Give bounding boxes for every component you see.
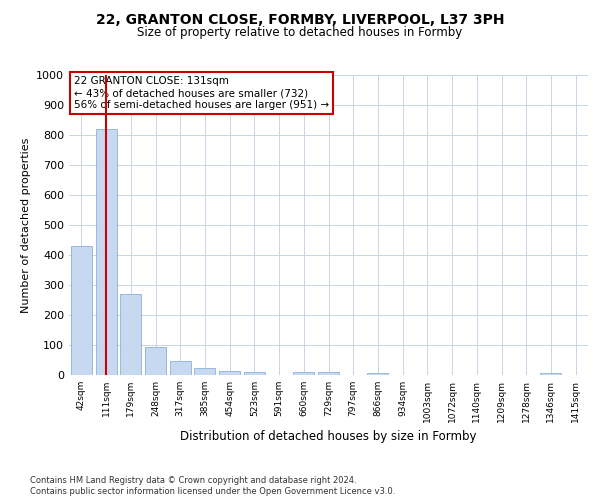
Text: Size of property relative to detached houses in Formby: Size of property relative to detached ho… [137,26,463,39]
Bar [541,372,562,375]
Y-axis label: Number of detached properties: Number of detached properties [20,138,31,312]
Bar [194,368,215,375]
Text: Contains HM Land Registry data © Crown copyright and database right 2024.: Contains HM Land Registry data © Crown c… [30,476,356,485]
Bar [293,372,314,375]
Text: 22 GRANTON CLOSE: 131sqm
← 43% of detached houses are smaller (732)
56% of semi-: 22 GRANTON CLOSE: 131sqm ← 43% of detach… [74,76,329,110]
Bar [219,371,240,375]
Bar [244,372,265,375]
Bar [170,360,191,375]
Bar [71,246,92,375]
Bar [367,372,388,375]
Bar [318,372,339,375]
Bar [120,294,141,375]
Bar [95,129,116,375]
Text: 22, GRANTON CLOSE, FORMBY, LIVERPOOL, L37 3PH: 22, GRANTON CLOSE, FORMBY, LIVERPOOL, L3… [96,12,504,26]
X-axis label: Distribution of detached houses by size in Formby: Distribution of detached houses by size … [180,430,477,444]
Bar [145,347,166,375]
Text: Contains public sector information licensed under the Open Government Licence v3: Contains public sector information licen… [30,487,395,496]
